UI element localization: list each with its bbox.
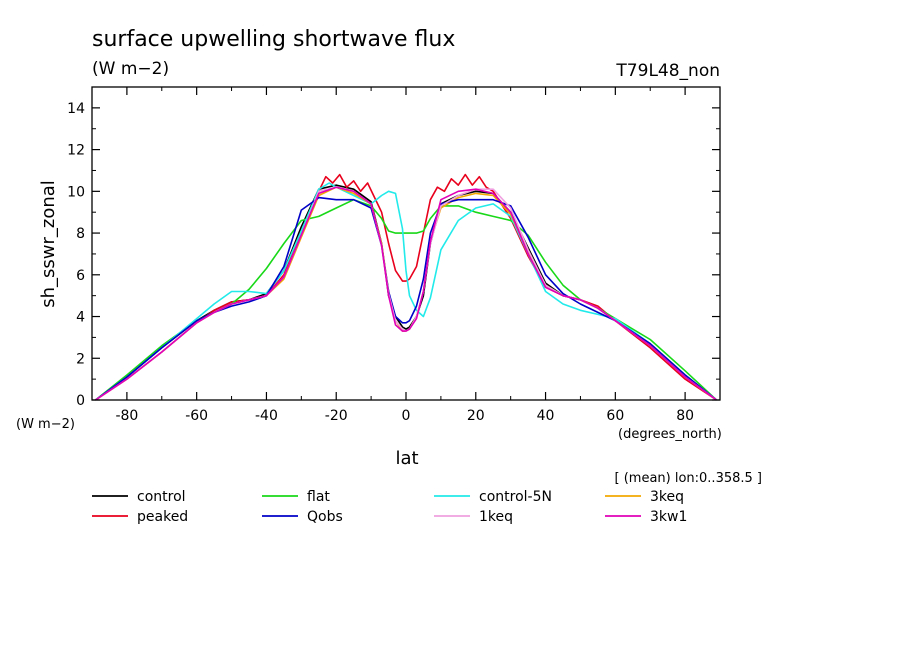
x-tick-label: 60 [606,408,624,424]
averaging-note: [ (mean) lon:0..358.5 ] [615,471,763,486]
y-tick-label: 2 [76,351,85,367]
legend-label: 3keq [650,489,684,505]
x-axis-label: lat [395,448,418,469]
legend-label: control [137,489,186,505]
series-line-3kw1 [95,186,717,401]
series-line-peaked [95,173,717,401]
x-tick-label: 40 [537,408,555,424]
series-line-1keq [95,186,717,401]
y-tick-label: 14 [67,101,85,117]
y-axis-label: sh_sswr_zonal [38,180,59,308]
legend-label: Qobs [307,509,343,525]
legend-label: 3kw1 [650,509,687,525]
x-tick-label: 0 [402,408,411,424]
legend-label: control-5N [479,489,552,505]
y-tick-label: 8 [76,226,85,242]
y-axis-ticks: 0 2 4 6 8 10 12 14 [67,101,720,409]
y-tick-label: 6 [76,268,85,284]
plot-frame [91,86,721,401]
units-label-top: (W m−2) [92,59,169,79]
x-axis-ticks: -80 -60 -40 -20 0 20 40 60 80 [91,87,721,424]
series-line-control [95,184,717,401]
y-units-label: (W m−2) [16,417,75,432]
x-tick-label: -20 [325,408,348,424]
x-tick-label: -40 [255,408,278,424]
x-tick-label: 80 [676,408,694,424]
legend-label: 1keq [479,509,513,525]
y-tick-label: 12 [67,143,85,159]
y-tick-label: 4 [76,310,85,326]
x-tick-label: -60 [185,408,208,424]
series-line-3keq [95,186,717,401]
legend: control flat control-5N 3keq peaked Qobs 1keq 3… [92,489,687,525]
legend-label: peaked [137,509,188,525]
y-tick-label: 10 [67,184,85,200]
series-line-Qobs [95,196,717,401]
legend-label: flat [307,489,330,505]
series-lines [95,173,718,401]
x-units-label: (degrees_north) [618,427,722,442]
x-tick-label: 20 [467,408,485,424]
x-tick-label: -80 [115,408,138,424]
chart-title: surface upwelling shortwave flux [92,27,455,52]
series-line-control-5N [95,182,717,401]
series-line-flat [95,198,718,401]
y-tick-label: 0 [76,393,85,409]
run-label: T79L48_non [615,61,720,81]
